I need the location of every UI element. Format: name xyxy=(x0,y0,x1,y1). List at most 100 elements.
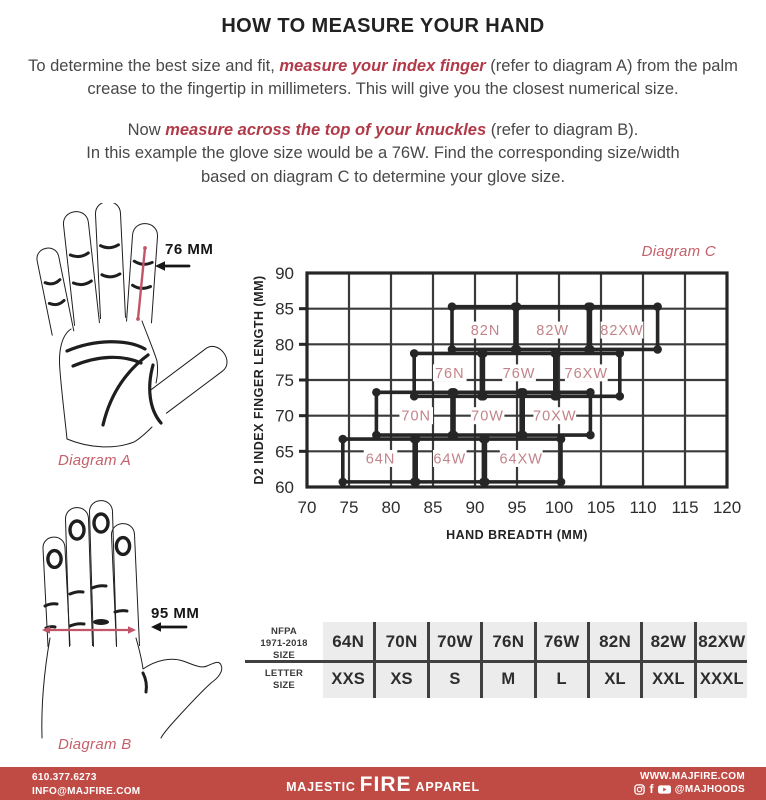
undefined xyxy=(59,328,153,448)
footer: 610.377.6273 INFO@MAJFIRE.COM MAJESTIC F… xyxy=(0,767,766,800)
intro-p2-line3: based on diagram C to determine your glo… xyxy=(200,167,566,186)
intro-p2-line1: Now measure across the top of your knuck… xyxy=(128,121,639,139)
region-corner-dot xyxy=(338,434,348,444)
intro-p2-post: (refer to diagram B). xyxy=(486,121,639,139)
size-region-box-70w xyxy=(452,390,523,437)
undefined xyxy=(126,223,158,324)
measurement-label: 95 MM xyxy=(151,605,199,622)
region-label-bg xyxy=(502,364,536,382)
size-region-box-76n xyxy=(412,351,484,399)
region-label-bg xyxy=(399,407,433,425)
brand-logo: MAJESTIC FIRE APPAREL xyxy=(0,767,766,800)
region-corner-dot xyxy=(653,345,662,354)
table-divider xyxy=(245,659,747,663)
knuckle-mark xyxy=(43,602,59,608)
finger-crease xyxy=(43,278,62,286)
intro-p2-line2: In this example the glove size would be … xyxy=(86,144,680,163)
region-label: 70W xyxy=(471,409,504,425)
region-corner-dot xyxy=(481,477,490,487)
diagram-a: 76 MM Diagram A xyxy=(15,203,250,475)
x-axis-tick-label: 85 xyxy=(424,498,443,517)
region-corner-dot xyxy=(409,349,419,358)
y-axis-tick-label: 90 xyxy=(275,264,294,283)
undefined xyxy=(65,507,93,647)
page-title: HOW TO MEASURE YOUR HAND xyxy=(221,15,545,37)
measure-arrow-head xyxy=(155,261,165,271)
measure-line-end xyxy=(143,246,147,250)
x-axis-title: HAND BREADTH (MM) xyxy=(446,528,588,542)
fingernail xyxy=(92,512,110,534)
region-label: 64W xyxy=(433,451,466,467)
region-corner-dot xyxy=(586,430,595,440)
youtube-icon[interactable] xyxy=(657,784,671,795)
nfpa-size-cell: 82W xyxy=(650,631,687,651)
undefined xyxy=(89,500,117,647)
nfpa-size-cell: 64N xyxy=(332,631,365,651)
knuckle-mark xyxy=(90,584,108,590)
finger-crease xyxy=(71,279,93,287)
row-header-line: SIZE xyxy=(273,649,295,661)
diagram-b: 95 MM Diagram B xyxy=(15,496,250,758)
size-region-box-82n xyxy=(450,304,517,352)
footer-handle[interactable]: @MAJHOODS xyxy=(674,783,745,795)
palm-crease xyxy=(65,340,147,353)
row-header-line: LETTER xyxy=(264,668,304,679)
region-label-bg xyxy=(363,449,398,467)
undefined xyxy=(135,637,223,739)
index-measure-line xyxy=(136,246,147,321)
footer-email[interactable]: INFO@MAJFIRE.COM xyxy=(32,786,141,797)
fingernail xyxy=(114,535,132,557)
undefined xyxy=(95,203,126,320)
size-region-box-82xw xyxy=(588,304,660,352)
intro-p1-post: (refer to diagram A) from the palm creas… xyxy=(87,57,738,99)
region-corner-dot xyxy=(552,391,562,401)
letter-size-cell: S xyxy=(449,670,461,688)
region-corner-dot xyxy=(479,349,488,358)
nfpa-size-cell: 82N xyxy=(599,631,631,651)
region-label-bg xyxy=(433,364,467,382)
y-axis-tick-label: 65 xyxy=(275,442,294,461)
y-axis-title: D2 INDEX FINGER LENGTH (MM) xyxy=(252,275,266,484)
instagram-icon[interactable] xyxy=(634,783,646,795)
y-axis-tick-label: 70 xyxy=(275,407,294,426)
x-axis-tick-label: 75 xyxy=(340,498,359,517)
footer-contact: 610.377.6273 INFO@MAJFIRE.COM xyxy=(32,771,140,799)
finger-crease xyxy=(47,298,66,307)
footer-phone[interactable]: 610.377.6273 xyxy=(32,772,97,783)
region-corner-dot xyxy=(586,302,595,311)
row-header-line: SIZE xyxy=(273,679,295,691)
letter-size-cell: XL xyxy=(604,670,626,688)
intro-p1-emphasis: measure your index finger xyxy=(279,57,486,75)
measure-arrowhead-right xyxy=(128,626,136,634)
region-label: 70N xyxy=(401,409,431,425)
row-header-line: 1971-2018 xyxy=(260,637,308,649)
letter-size-cell: L xyxy=(556,670,567,688)
chart-plot-border xyxy=(305,271,729,489)
region-label: 82W xyxy=(536,323,569,339)
footer-website[interactable]: WWW.MAJFIRE.COM xyxy=(639,771,745,782)
intro-paragraph-1: To determine the best size and fit, meas… xyxy=(23,55,743,102)
letter-size-cell: XXL xyxy=(652,670,685,688)
row-header-letter-size: LETTER SIZE xyxy=(245,668,323,692)
undefined xyxy=(41,637,51,739)
facebook-icon[interactable]: f xyxy=(649,781,654,796)
region-corner-dot xyxy=(372,387,381,397)
intro-paragraph-2: Now measure across the top of your knuck… xyxy=(23,119,743,189)
x-axis-tick-label: 95 xyxy=(508,498,527,517)
region-corner-dot xyxy=(481,434,490,444)
region-label: 70XW xyxy=(533,409,577,425)
palm-crease xyxy=(101,353,150,427)
knuckle-mark xyxy=(44,625,57,630)
brand-apparel: APPAREL xyxy=(415,780,480,794)
region-corner-dot xyxy=(556,434,566,444)
region-label-bg xyxy=(468,321,503,339)
fingernail xyxy=(68,519,86,541)
measurement-label: 76 MM xyxy=(165,241,213,258)
y-axis-tick-label: 75 xyxy=(275,371,294,390)
knuckle-hand-illustration: 95 MM xyxy=(41,500,223,739)
letter-size-cell: M xyxy=(501,670,516,688)
region-corner-dot xyxy=(447,345,457,354)
size-region-box-82w xyxy=(515,304,591,352)
region-corner-dot xyxy=(409,391,419,401)
